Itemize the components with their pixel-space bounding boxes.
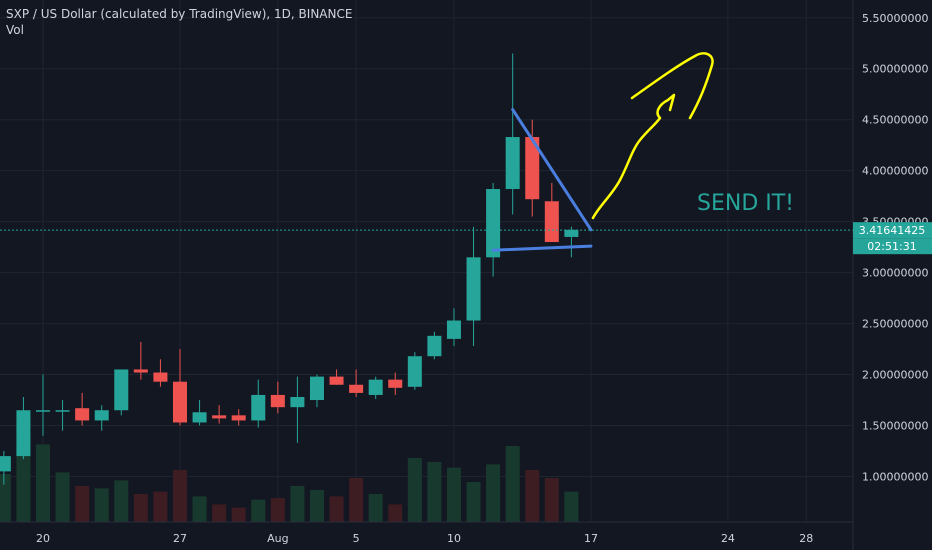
volume-bar (270, 498, 285, 522)
volume-bar (427, 462, 442, 522)
chart-header: SXP / US Dollar (calculated by TradingVi… (6, 6, 352, 38)
candle-body[interactable] (544, 201, 559, 243)
volume-bar (36, 444, 50, 522)
volume-bar (466, 482, 481, 522)
volume-bar (486, 464, 501, 522)
yellow-arrow-drawing[interactable] (591, 52, 714, 220)
countdown-tag (853, 238, 932, 255)
volume-bar (133, 494, 148, 522)
candle-body[interactable] (212, 415, 227, 419)
candle-body[interactable] (192, 412, 207, 423)
time-axis[interactable]: 20 27 Aug 5 10 17 24 28 (0, 521, 853, 545)
volume-bar (544, 478, 559, 522)
candle-body[interactable] (55, 410, 70, 412)
candle-body[interactable] (407, 356, 422, 387)
volume-bar (505, 446, 520, 522)
candle-body[interactable] (329, 376, 344, 385)
candle-body[interactable] (388, 379, 403, 388)
volume-bar (75, 486, 90, 522)
send-it-annotation: SEND IT! (697, 191, 794, 216)
x-tick-label: 17 (584, 532, 598, 545)
y-tick-label: 1.00000000 (862, 471, 928, 484)
candle-body[interactable] (0, 456, 11, 472)
volume-bar (349, 478, 364, 522)
candlesticks[interactable] (0, 53, 579, 485)
candle-body[interactable] (172, 381, 187, 423)
volume-indicator-label[interactable]: Vol (6, 23, 24, 37)
candle-body[interactable] (525, 137, 540, 200)
candle-body[interactable] (349, 384, 364, 393)
candle-body[interactable] (446, 320, 461, 339)
candle-body[interactable] (114, 369, 129, 411)
volume-bar (251, 499, 266, 522)
candle-body[interactable] (290, 396, 305, 408)
symbol-title[interactable]: SXP / US Dollar (calculated by TradingVi… (6, 7, 353, 21)
candle-body[interactable] (427, 335, 442, 357)
current-price-label: 3.41641425 02:51:31 (853, 222, 932, 255)
candle-body[interactable] (133, 369, 148, 373)
y-tick-label: 2.50000000 (862, 318, 928, 331)
grid-lines (0, 0, 853, 522)
y-tick-label: 2.00000000 (862, 369, 928, 382)
volume-bar (231, 507, 246, 522)
candle-body[interactable] (505, 137, 520, 190)
candle-body[interactable] (16, 410, 31, 457)
volume-bar (114, 480, 129, 522)
y-tick-label: 4.50000000 (862, 114, 928, 127)
price-axis[interactable]: 1.00000000 1.50000000 2.00000000 2.50000000… (852, 0, 928, 550)
x-tick-label: 27 (173, 532, 187, 545)
volume-bar (0, 474, 11, 522)
volume-bar (55, 472, 70, 522)
x-tick-label: 5 (353, 532, 360, 545)
candle-body[interactable] (153, 372, 168, 382)
candle-body[interactable] (270, 394, 285, 408)
x-tick-label: Aug (267, 532, 288, 545)
candle-body[interactable] (564, 229, 579, 237)
volume-bar (446, 467, 461, 522)
volume-bar (329, 496, 344, 522)
countdown-value: 02:51:31 (867, 240, 916, 253)
volume-bar (16, 448, 31, 522)
volume-bar (172, 470, 187, 522)
candle-body[interactable] (94, 410, 109, 421)
volume-bar (388, 504, 403, 522)
volume-bar (525, 470, 540, 522)
volume-bar (94, 488, 109, 522)
trendline[interactable] (491, 244, 593, 252)
volume-bar (407, 458, 422, 522)
price-tag-value: 3.41641425 (859, 224, 925, 237)
candle-body[interactable] (231, 415, 246, 421)
trendlines[interactable] (491, 108, 593, 252)
y-tick-label: 3.00000000 (862, 267, 928, 280)
volume-bar (153, 491, 168, 522)
volume-bar (192, 496, 207, 522)
volume-bars (0, 444, 579, 522)
x-tick-label: 24 (721, 532, 735, 545)
volume-bar (564, 491, 579, 522)
y-tick-label: 5.50000000 (862, 12, 928, 25)
candle-body[interactable] (466, 257, 481, 321)
candle-body[interactable] (75, 408, 90, 421)
y-tick-label: 4.00000000 (862, 165, 928, 178)
x-tick-label: 10 (447, 532, 461, 545)
trendline[interactable] (511, 108, 593, 232)
volume-bar (368, 494, 383, 522)
volume-bar (290, 486, 305, 522)
y-tick-label: 1.50000000 (862, 420, 928, 433)
x-tick-label: 28 (799, 532, 813, 545)
volume-bar (212, 504, 227, 522)
price-tag (853, 222, 932, 239)
candle-body[interactable] (251, 394, 266, 421)
x-tick-label: 20 (36, 532, 50, 545)
volume-bar (309, 490, 324, 522)
candle-body[interactable] (486, 189, 501, 258)
y-tick-label: 5.00000000 (862, 63, 928, 76)
candle-body[interactable] (368, 379, 383, 395)
candle-body[interactable] (309, 376, 324, 401)
candle-body[interactable] (36, 410, 50, 412)
